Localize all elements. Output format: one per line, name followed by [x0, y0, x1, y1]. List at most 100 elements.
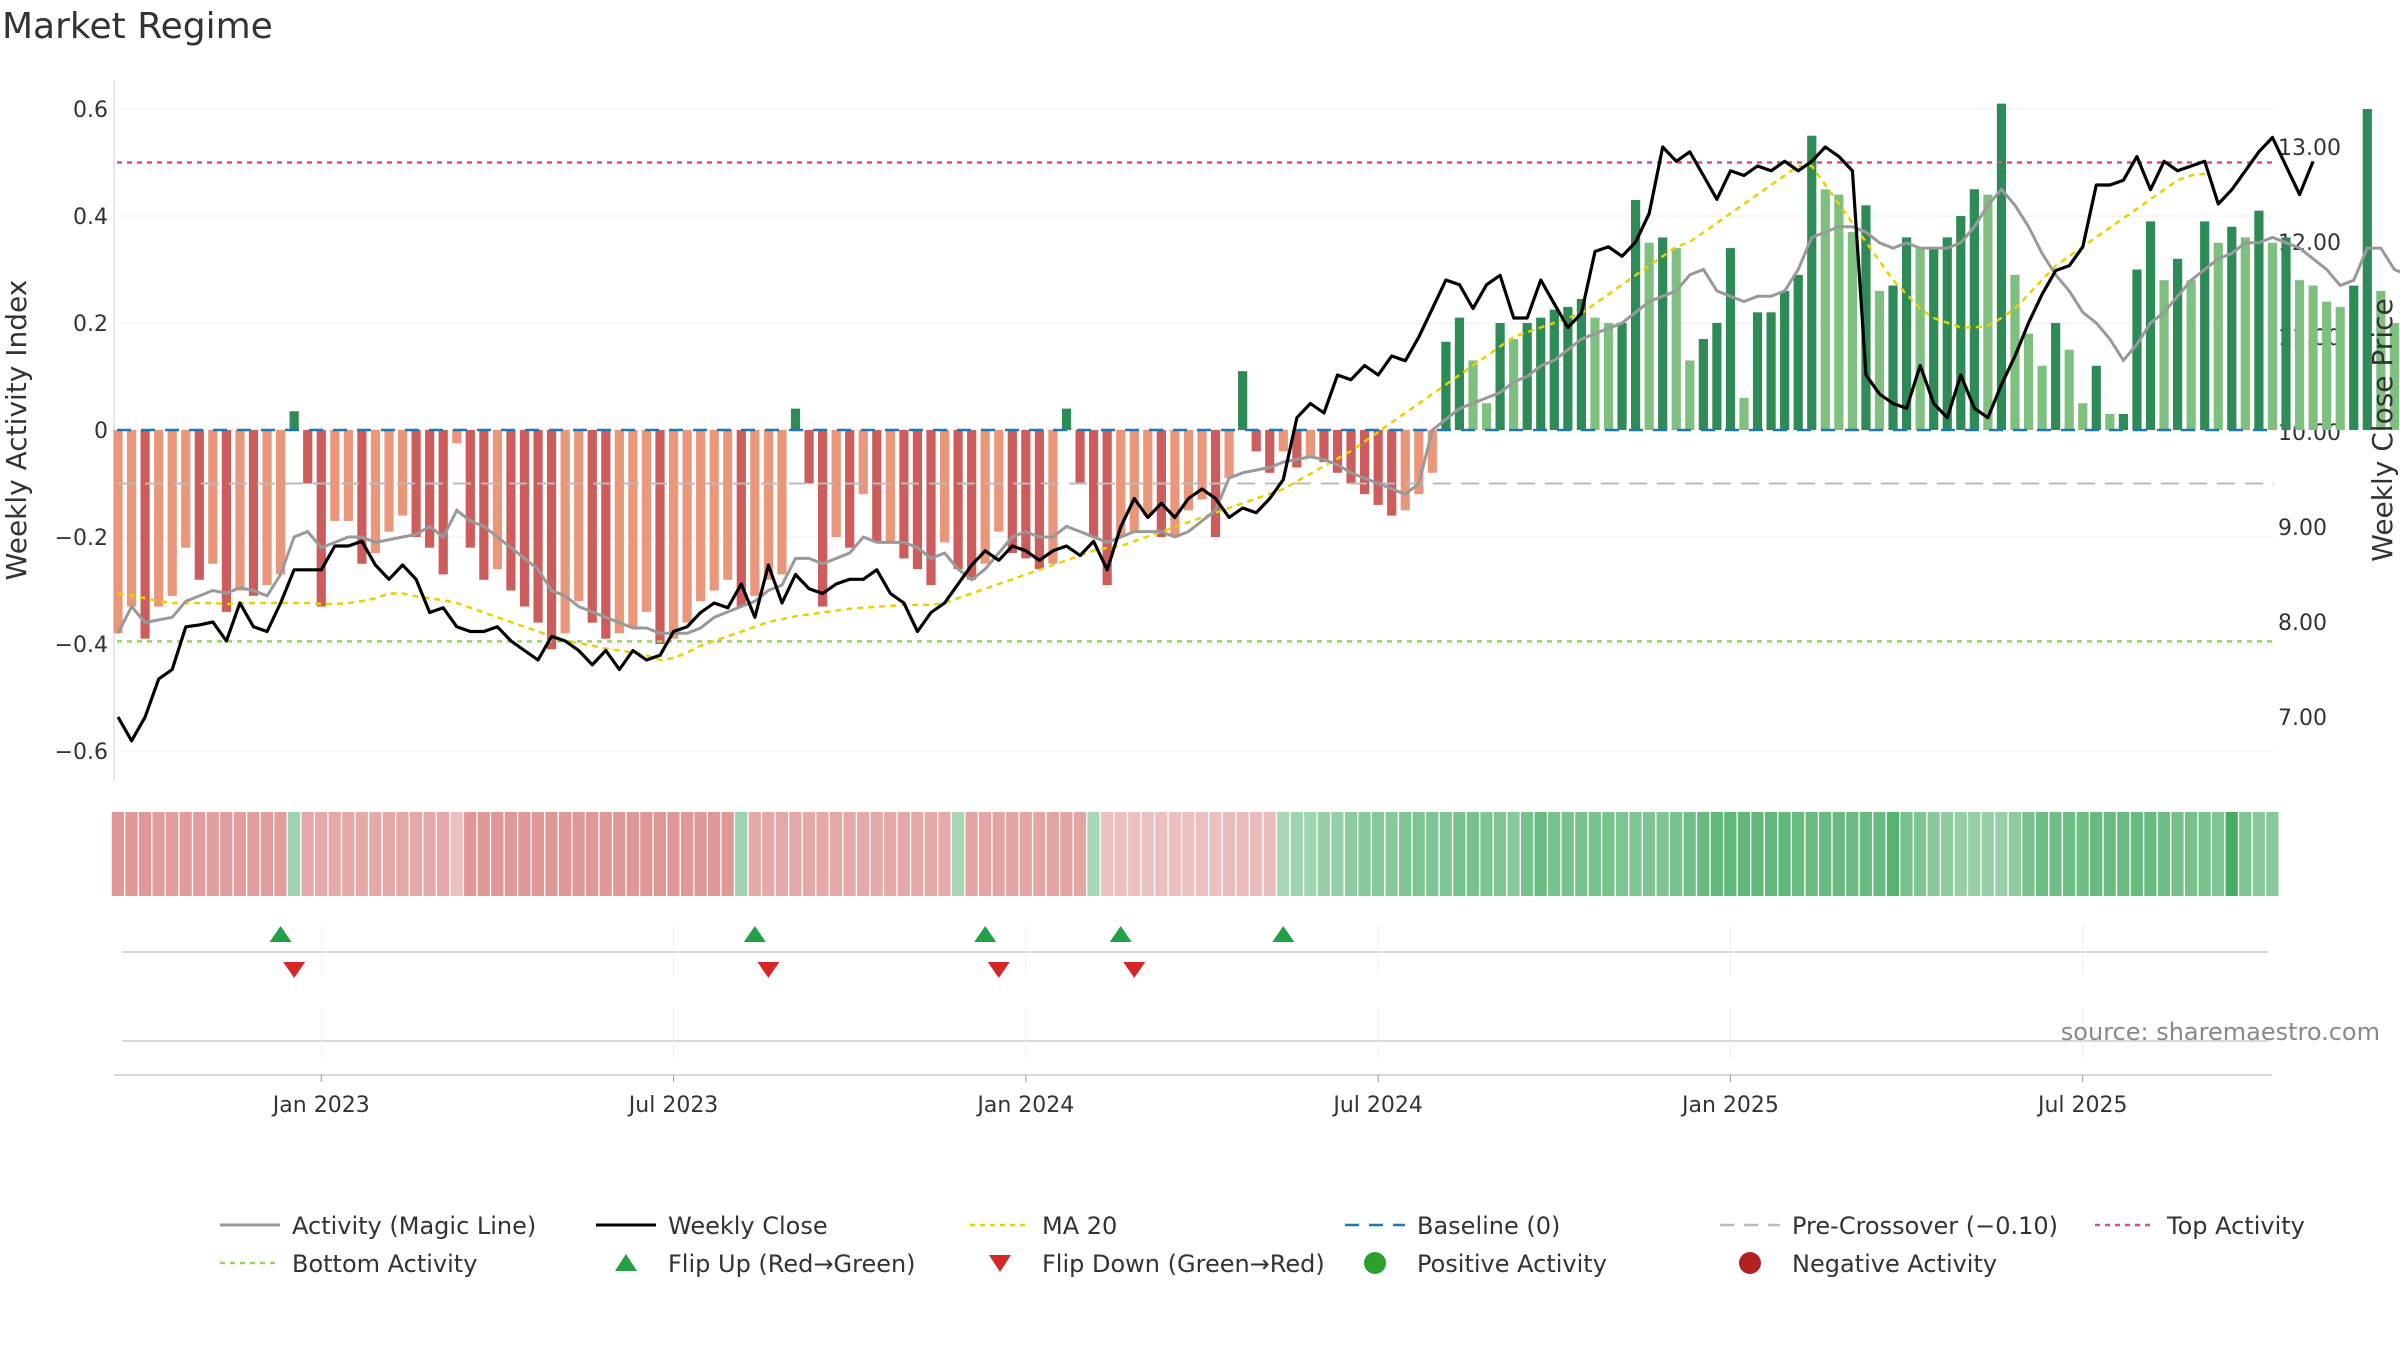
activity-bar [316, 430, 326, 607]
regime-cell [708, 812, 721, 896]
activity-bar [1102, 430, 1112, 586]
regime-cell [437, 812, 450, 896]
flip-up-marker [743, 926, 766, 942]
flip-down-marker [757, 962, 780, 978]
activity-bar [1996, 103, 2007, 431]
legend-item: Positive Activity [1364, 1250, 1607, 1278]
flip-up-marker [974, 926, 997, 942]
activity-bar [1969, 189, 1979, 430]
activity-bar [1807, 135, 1817, 430]
regime-cell [1195, 812, 1208, 896]
regime-cell [545, 812, 558, 896]
activity-bar [533, 430, 543, 623]
regime-cell [1358, 812, 1371, 896]
activity-bar [1427, 430, 1437, 473]
activity-bar [194, 430, 204, 580]
legend-item: Flip Up (Red→Green) [615, 1250, 916, 1278]
regime-cell [1087, 812, 1100, 896]
regime-cell [477, 812, 490, 896]
activity-bar [628, 430, 638, 628]
regime-cell [667, 812, 680, 896]
regime-cell [1100, 812, 1114, 896]
regime-cell [586, 812, 599, 896]
regime-cell [409, 812, 423, 896]
activity-bar [696, 430, 706, 602]
y-left-tick-label: −0.6 [55, 740, 108, 765]
activity-bar [140, 430, 150, 639]
activity-bar [614, 430, 624, 634]
regime-cell [1304, 812, 1317, 896]
regime-cell [640, 812, 653, 896]
legend-label: Weekly Close [668, 1212, 828, 1240]
activity-bar [641, 430, 652, 612]
activity-bar [452, 430, 462, 444]
activity-bar [1671, 248, 1681, 430]
regime-cell [1006, 812, 1019, 896]
activity-bar [1373, 430, 1383, 505]
activity-bar [763, 430, 773, 580]
legend-label: Baseline (0) [1417, 1212, 1560, 1240]
y-left-tick-label: 0.4 [73, 205, 108, 230]
y-left-tick-label: −0.2 [55, 526, 108, 551]
activity-bar [2240, 237, 2250, 430]
regime-cell [1642, 812, 1656, 896]
activity-bar [1725, 248, 1736, 430]
regime-cell [1670, 812, 1683, 896]
activity-bar [804, 430, 814, 484]
activity-bar [2281, 237, 2291, 430]
activity-bar [248, 430, 259, 596]
activity-bar [1929, 248, 1939, 430]
regime-cell [762, 812, 775, 896]
regime-cell [2103, 812, 2116, 896]
flip-up-marker [1272, 926, 1295, 942]
regime-cell [829, 812, 843, 896]
regime-cell [504, 812, 517, 896]
regime-cell [1209, 812, 1222, 896]
regime-cell [1602, 812, 1615, 896]
legend-label: Negative Activity [1792, 1250, 1997, 1278]
regime-cell [2225, 812, 2238, 896]
activity-bar [994, 430, 1004, 532]
regime-cell [2212, 812, 2225, 896]
activity-bar [1400, 430, 1410, 511]
regime-cell [193, 812, 206, 896]
source-note: source: sharemaestro.com [2061, 1018, 2380, 1046]
regime-cell [1493, 812, 1507, 896]
activity-bar [1631, 199, 1641, 430]
activity-bar [370, 430, 381, 554]
activity-bar [357, 430, 367, 564]
regime-cell [1141, 812, 1154, 896]
legend-item: Flip Down (Green→Red) [989, 1250, 1325, 1278]
activity-bar [113, 430, 123, 634]
activity-bar [2362, 109, 2372, 430]
regime-cell [518, 812, 531, 896]
activity-bar [2376, 290, 2386, 430]
regime-cell [613, 812, 626, 896]
activity-bar [2389, 323, 2399, 430]
regime-cell [1385, 812, 1398, 896]
regime-cell [1399, 812, 1412, 896]
activity-bar [208, 430, 218, 564]
x-tick-label: Jul 2024 [1331, 1093, 1423, 1118]
x-tick-label: Jan 2023 [271, 1093, 370, 1118]
activity-bar [1888, 285, 1898, 430]
legend-swatch [1364, 1252, 1386, 1274]
regime-cell [979, 812, 992, 896]
activity-bar [926, 430, 936, 586]
regime-cell [1805, 812, 1818, 896]
legend: Activity (Magic Line) Weekly Close MA 20 Ba… [220, 1212, 2305, 1278]
regime-cell [843, 812, 856, 896]
magic-line [116, 186, 2400, 635]
regime-cell [1371, 812, 1385, 896]
regime-cell [1114, 812, 1127, 896]
regime-cell [1561, 812, 1574, 896]
activity-bar [2173, 258, 2183, 430]
regime-cell [938, 812, 951, 896]
regime-cell [1913, 812, 1927, 896]
activity-bar [1834, 194, 1844, 430]
activity-bar [1387, 430, 1397, 516]
regime-cell [1277, 812, 1290, 896]
regime-cell [125, 812, 138, 896]
regime-cell [2198, 812, 2211, 896]
activity-bar [668, 430, 679, 639]
